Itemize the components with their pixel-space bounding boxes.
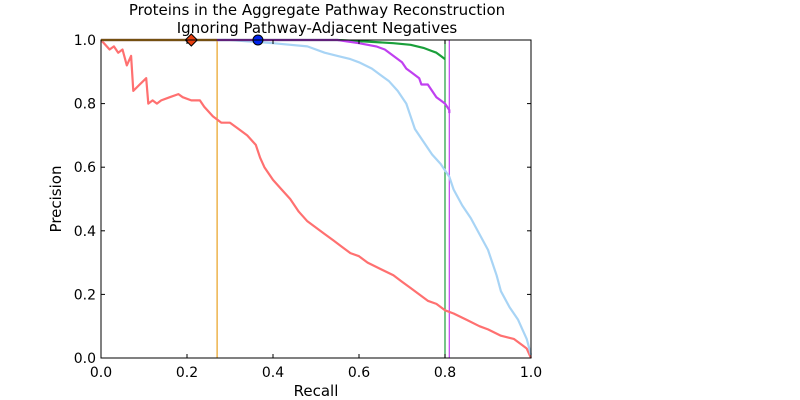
y-tick-label: 0.0 — [74, 351, 96, 367]
y-tick-label: 0.8 — [74, 97, 96, 113]
series-line-0 — [100, 39, 533, 359]
y-axis-label: Precision — [47, 166, 65, 233]
y-tick-label: 0.4 — [74, 224, 96, 240]
chart-title-line-1: Proteins in the Aggregate Pathway Recons… — [129, 1, 505, 19]
y-tick-label: 1.0 — [74, 33, 96, 49]
x-tick-label: 0.8 — [434, 365, 456, 381]
series-line-2 — [101, 38, 446, 60]
x-tick-label: 0.0 — [90, 365, 112, 381]
x-tick-label: 1.0 — [520, 365, 542, 381]
x-tick-label: 0.4 — [262, 365, 284, 381]
x-tick-label: 0.2 — [176, 365, 198, 381]
y-tick-label: 0.6 — [74, 160, 96, 176]
y-tick-label: 0.2 — [74, 287, 96, 303]
axes-frame — [100, 39, 532, 359]
y-axis-ticks: 0.0 0.2 0.4 0.6 0.8 1.0 — [74, 33, 531, 367]
series-line-1 — [101, 38, 533, 356]
x-axis-ticks: 0.0 0.2 0.4 0.6 0.8 1.0 — [90, 40, 542, 381]
chart-title-line-2: Ignoring Pathway-Adjacent Negatives — [177, 19, 458, 37]
series-line-3 — [101, 38, 451, 114]
x-tick-label: 0.6 — [348, 365, 370, 381]
x-axis-label: Recall — [294, 382, 339, 400]
plot-area — [100, 33, 533, 359]
